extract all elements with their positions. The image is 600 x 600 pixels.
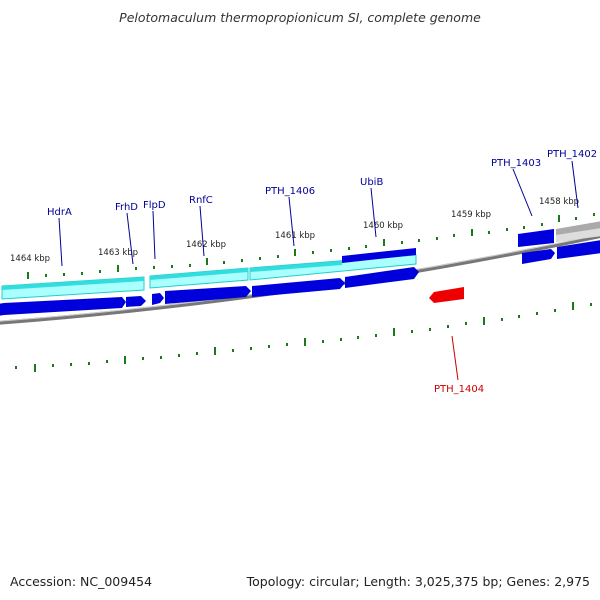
gene-block — [342, 248, 416, 263]
gene-arrow — [165, 286, 251, 304]
gene-arrow — [0, 303, 4, 316]
gene-arrow — [522, 249, 555, 264]
accession-text: Accession: NC_009454 — [10, 574, 153, 589]
gene-label-flpd: FlpD — [143, 200, 166, 211]
gene-label-rnfc: RnfC — [189, 195, 213, 206]
leader-line — [199, 205, 205, 257]
gene-arrow — [557, 240, 600, 259]
scale-label: 1462 kbp — [186, 240, 226, 250]
cds-band-top — [150, 268, 248, 280]
gene-block — [518, 229, 554, 247]
leader-line — [451, 335, 459, 381]
gene-arrow — [126, 296, 146, 307]
map-title: Pelotomaculum thermopropionicum SI, comp… — [119, 10, 481, 25]
scale-label: 1460 kbp — [363, 221, 403, 231]
cds-band-top — [2, 277, 144, 290]
scale-label: 1461 kbp — [275, 231, 315, 241]
gene-label-frhd: FrhD — [115, 202, 138, 213]
scale-label: 1463 kbp — [98, 248, 138, 258]
inner-ticks — [15, 302, 592, 372]
gene-label-pth1404: PTH_1404 — [434, 384, 484, 395]
leader-line — [58, 217, 63, 267]
gene-arrow-highlight — [429, 287, 464, 303]
leader-line — [370, 187, 377, 238]
gene-label-pth1406: PTH_1406 — [265, 186, 315, 197]
gene-label-pth1403: PTH_1403 — [491, 158, 541, 169]
outer-ticks — [27, 213, 595, 279]
scale-label: 1464 kbp — [10, 254, 50, 264]
leader-line — [571, 160, 579, 209]
scale-label: 1458 kbp — [539, 197, 579, 207]
leader-line — [152, 210, 156, 260]
genome-summary-text: Topology: circular; Length: 3,025,375 bp… — [246, 574, 590, 589]
scale-label: 1459 kbp — [451, 210, 491, 220]
gene-arrow — [152, 293, 164, 305]
label-leaders — [58, 160, 579, 381]
leader-line — [512, 168, 533, 217]
gene-arrow — [252, 278, 345, 297]
grey-band-light — [556, 228, 600, 242]
gene-arrow — [4, 297, 126, 315]
gene-label-ubib: UbiB — [360, 177, 383, 188]
leader-line — [126, 212, 134, 265]
gene-label-hdra: HdrA — [47, 207, 72, 218]
leader-line — [288, 196, 295, 247]
gene-label-pth1402: PTH_1402 — [547, 149, 597, 160]
gene-arrow — [345, 267, 419, 288]
cds-band-top — [250, 261, 342, 272]
